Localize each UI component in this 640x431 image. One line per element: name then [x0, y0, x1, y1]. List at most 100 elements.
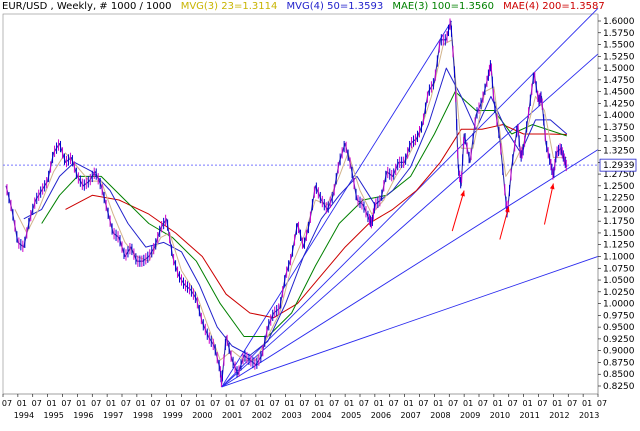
chart-title: EUR/USD , Weekly, # 1000 / 1000 — [2, 1, 172, 12]
x-year-label: 1998 — [133, 411, 153, 420]
series-layer — [5, 18, 568, 387]
x-year-label: 2001 — [222, 411, 242, 420]
x-year-label: 2008 — [430, 411, 450, 420]
x-year-label: 2003 — [281, 411, 301, 420]
x-month-label: 01 — [374, 399, 384, 408]
arrow-shaft-1 — [499, 206, 510, 240]
x-month-label: 07 — [270, 399, 280, 408]
arrow-head-2 — [549, 183, 555, 190]
x-year-label: 1999 — [162, 411, 182, 420]
x-year-label: 2011 — [519, 411, 539, 420]
y-tick-label: 1.4250 — [603, 99, 635, 109]
y-tick-label: 1.4000 — [603, 111, 635, 121]
x-month-label: 01 — [523, 399, 533, 408]
y-tick-label: 1.2750 — [603, 170, 635, 180]
x-month-label: 01 — [463, 399, 473, 408]
x-year-label: 2007 — [400, 411, 420, 420]
x-month-label: 01 — [433, 399, 443, 408]
y-tick-label: 1.5500 — [603, 41, 635, 51]
y-tick-label: 1.4500 — [603, 88, 635, 98]
y-tick-label: 1.0250 — [603, 288, 635, 298]
arrow-shaft-0 — [451, 190, 465, 232]
x-month-label: 01 — [314, 399, 324, 408]
y-tick-label: 0.8750 — [603, 358, 635, 368]
trendline-3 — [221, 149, 599, 388]
y-tick-label: 0.9000 — [603, 347, 635, 357]
indicator-mvg4: MVG(4) 50=1.3593 — [286, 1, 384, 12]
y-tick-label: 1.5250 — [603, 52, 635, 62]
x-month-label: 01 — [255, 399, 265, 408]
x-month-label: 01 — [552, 399, 562, 408]
y-tick-label: 1.3500 — [603, 135, 635, 145]
y-tick-label: 1.2000 — [603, 205, 635, 215]
x-month-label: 07 — [180, 399, 190, 408]
x-month-label: 07 — [478, 399, 488, 408]
x-month-label: 01 — [285, 399, 295, 408]
x-year-label: 2005 — [341, 411, 361, 420]
y-tick-label: 1.5750 — [603, 29, 635, 39]
x-month-label: 07 — [151, 399, 161, 408]
x-year-label: 2010 — [490, 411, 510, 420]
y-tick-label: 1.4750 — [603, 76, 635, 86]
y-tick-label: 1.5000 — [603, 64, 635, 74]
x-month-label: 07 — [389, 399, 399, 408]
x-month-label: 01 — [195, 399, 205, 408]
arrow-layer — [451, 183, 555, 240]
current-price-box — [599, 158, 637, 172]
x-month-label: 01 — [225, 399, 235, 408]
x-month-label: 07 — [537, 399, 547, 408]
x-month-label: 07 — [299, 399, 309, 408]
x-month-label: 01 — [76, 399, 86, 408]
x-month-label: 07 — [91, 399, 101, 408]
x-month-label: 07 — [508, 399, 518, 408]
indicator-mvg3: MVG(3) 23=1.3114 — [180, 1, 278, 12]
y-tick-label: 1.1250 — [603, 241, 635, 251]
x-month-label: 01 — [136, 399, 146, 408]
x-year-label: 2012 — [549, 411, 569, 420]
x-month-label: 07 — [2, 399, 12, 408]
x-month-label: 01 — [344, 399, 354, 408]
x-year-label: 2009 — [460, 411, 480, 420]
trendline-4 — [221, 256, 599, 388]
x-month-label: 07 — [210, 399, 220, 408]
y-tick-label: 1.2500 — [603, 182, 635, 192]
x-month-label: 07 — [359, 399, 369, 408]
x-month-label: 01 — [493, 399, 503, 408]
y-tick-label: 1.0750 — [603, 264, 635, 274]
arrow-shaft-2 — [543, 183, 554, 225]
x-year-label: 1997 — [103, 411, 123, 420]
x-month-label: 07 — [418, 399, 428, 408]
x-month-label: 07 — [597, 399, 607, 408]
series-mvg-4-50 — [23, 67, 568, 356]
y-tick-label: 0.9750 — [603, 311, 635, 321]
x-year-label: 2000 — [192, 411, 212, 420]
x-year-label: 2006 — [371, 411, 391, 420]
x-year-label: 1994 — [14, 411, 34, 420]
x-axis: 07 01 07 01 07 01 07 01 07 01 07 01 07 01 07 01 07 01 07 01… — [2, 393, 607, 420]
x-month-label: 01 — [17, 399, 27, 408]
x-month-label: 01 — [106, 399, 116, 408]
x-year-label: 2002 — [252, 411, 272, 420]
y-tick-label: 1.1500 — [603, 229, 635, 239]
x-month-label: 01 — [582, 399, 592, 408]
y-tick-label: 1.0000 — [603, 300, 635, 310]
y-tick-label: 1.1000 — [603, 252, 635, 262]
trendline-0 — [221, 20, 453, 388]
x-year-label: 2004 — [311, 411, 331, 420]
x-month-label: 01 — [47, 399, 57, 408]
x-month-label: 07 — [121, 399, 131, 408]
y-tick-label: 1.0500 — [603, 276, 635, 286]
y-tick-label: 1.3750 — [603, 123, 635, 133]
y-tick-label: 1.2250 — [603, 194, 635, 204]
trendline-2 — [221, 53, 599, 388]
trendline-layer — [221, 7, 599, 388]
x-year-label: 2013 — [579, 411, 599, 420]
chart-legend: EUR/USD , Weekly, # 1000 / 1000 MVG(3) 2… — [2, 1, 611, 13]
y-tick-label: 0.8250 — [603, 382, 635, 392]
y-tick-label: 0.9250 — [603, 335, 635, 345]
x-month-label: 07 — [448, 399, 458, 408]
indicator-mae3: MAE(3) 100=1.3560 — [392, 1, 494, 12]
x-month-label: 07 — [61, 399, 71, 408]
